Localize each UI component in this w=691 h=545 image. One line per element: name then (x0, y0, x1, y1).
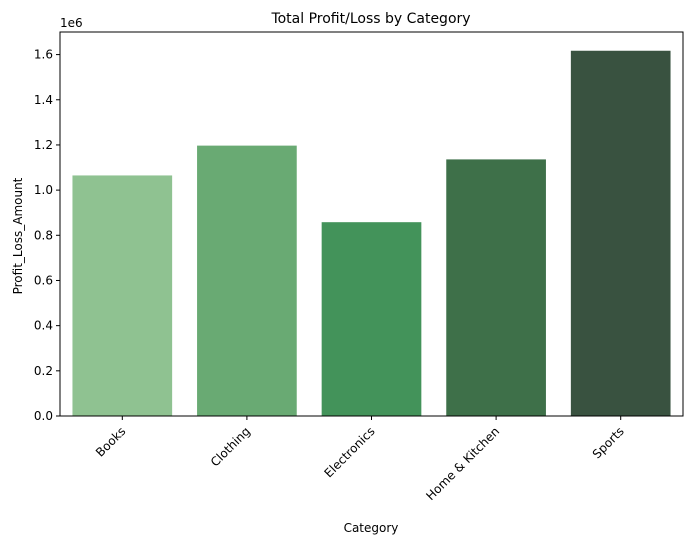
y-tick-label: 0.4 (34, 319, 53, 333)
y-tick-label: 1.0 (34, 183, 53, 197)
bar-sports (570, 50, 671, 416)
bar-electronics (321, 222, 422, 416)
bar-clothing (197, 145, 297, 416)
y-tick-label: 1.2 (34, 138, 53, 152)
bar-home-kitchen (446, 159, 546, 416)
y-tick-label: 1.4 (34, 93, 53, 107)
bar-books (72, 175, 173, 416)
x-axis-label: Category (344, 521, 399, 535)
y-tick-label: 0.6 (34, 273, 53, 287)
y-tick-label: 0.2 (34, 364, 53, 378)
y-axis-label: Profit_Loss_Amount (11, 177, 25, 294)
plot-frame (59, 31, 684, 417)
y-tick-label: 0.8 (34, 228, 53, 242)
y-ticks-group: 0.0 0.2 0.4 0.6 0.8 1.0 1.2 1.4 1.6 (34, 48, 60, 423)
bars-group (72, 50, 671, 416)
y-tick-label: 0.0 (34, 409, 53, 423)
y-axis-offset-label: 1e6 (60, 16, 83, 30)
chart-title: Total Profit/Loss by Category (270, 11, 470, 27)
y-tick-label: 1.6 (34, 48, 53, 62)
